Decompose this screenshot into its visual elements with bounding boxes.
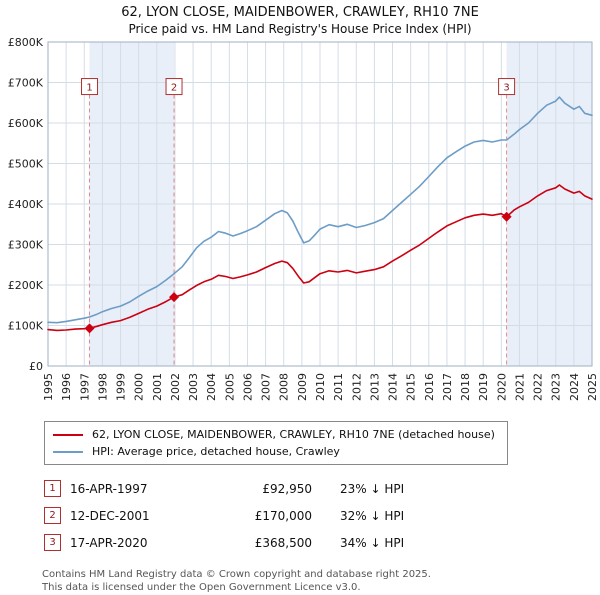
sale-number-badge-3: 3 (44, 534, 61, 551)
sales-table: 1 16-APR-1997 £92,950 23% ↓ HPI 2 12-DEC… (44, 475, 600, 556)
license-line-2: This data is licensed under the Open Gov… (42, 582, 361, 593)
x-tick-label: 2025 (586, 373, 599, 401)
chart-legend: 62, LYON CLOSE, MAIDENBOWER, CRAWLEY, RH… (44, 421, 508, 465)
sale-date-3: 17-APR-2020 (70, 535, 148, 550)
hpi-line-swatch (53, 450, 83, 453)
legend-item-hpi: HPI: Average price, detached house, Craw… (53, 443, 499, 460)
sale-vs-hpi-2: 32% ↓ HPI (340, 508, 405, 523)
sale-date-2: 12-DEC-2001 (70, 508, 150, 523)
legend-label-hpi: HPI: Average price, detached house, Craw… (92, 445, 340, 458)
series-line-hpi (47, 96, 593, 324)
x-tick-label: 2005 (223, 373, 236, 401)
y-tick-label: £0 (29, 360, 43, 373)
sale-price-1: £92,950 (262, 481, 312, 496)
x-tick-label: 2023 (550, 373, 563, 401)
x-tick-label: 2016 (423, 373, 436, 401)
legend-label-property: 62, LYON CLOSE, MAIDENBOWER, CRAWLEY, RH… (92, 428, 495, 441)
sale-number: 3 (503, 83, 509, 94)
series-line-property (47, 184, 593, 332)
x-tick-label: 2014 (387, 373, 400, 401)
x-tick-label: 2020 (495, 373, 508, 401)
x-tick-label: 2000 (133, 373, 146, 401)
sale-number: 2 (171, 83, 177, 94)
chart-subtitle: Price paid vs. HM Land Registry's House … (128, 22, 472, 36)
sale-number-box (498, 78, 516, 96)
sale-marker-diamond (501, 211, 512, 222)
sale-number-box (81, 78, 99, 96)
y-tick-label: £200K (8, 279, 44, 292)
license-note: Contains HM Land Registry data © Crown c… (42, 568, 600, 594)
sale-price-3: £368,500 (254, 535, 312, 550)
y-tick-label: £400K (8, 198, 44, 211)
y-tick-label: £500K (8, 158, 44, 171)
x-tick-label: 2021 (513, 373, 526, 401)
x-tick-label: 2008 (278, 373, 291, 401)
x-tick-label: 1996 (60, 373, 73, 401)
x-tick-label: 2013 (368, 373, 381, 401)
chart-page: 62, LYON CLOSE, MAIDENBOWER, CRAWLEY, RH… (0, 5, 600, 594)
legend-item-property: 62, LYON CLOSE, MAIDENBOWER, CRAWLEY, RH… (53, 426, 499, 443)
y-tick-label: £100K (8, 320, 44, 333)
sale-marker-diamond (84, 323, 95, 334)
x-tick-label: 2019 (477, 373, 490, 401)
x-tick-label: 2012 (350, 373, 363, 401)
x-tick-label: 2018 (459, 373, 472, 401)
y-tick-label: £300K (8, 239, 44, 252)
sale-number: 1 (86, 83, 92, 94)
x-tick-label: 2001 (151, 373, 164, 401)
x-tick-label: 1999 (115, 373, 128, 401)
sale-number-badge-2: 2 (44, 507, 61, 524)
property-line-swatch (53, 433, 83, 436)
y-tick-label: £800K (8, 36, 44, 49)
license-line-1: Contains HM Land Registry data © Crown c… (42, 569, 431, 580)
plot-border (47, 41, 593, 367)
sale-number-box (165, 78, 183, 96)
x-tick-label: 2002 (169, 373, 182, 401)
sale-vs-hpi-1: 23% ↓ HPI (340, 481, 405, 496)
y-tick-label: £700K (8, 77, 44, 90)
x-tick-label: 2022 (532, 373, 545, 401)
x-tick-label: 2015 (405, 373, 418, 401)
x-tick-label: 2024 (568, 373, 581, 401)
sale-marker-diamond (169, 292, 180, 303)
sale-price-2: £170,000 (254, 508, 312, 523)
x-tick-label: 2003 (187, 373, 200, 401)
x-tick-label: 2006 (241, 373, 254, 401)
price-history-chart: £0 £100K £200K £300K £400K £500K £600K £700K £80… (8, 36, 599, 401)
sale-row-2: 2 12-DEC-2001 £170,000 32% ↓ HPI (44, 502, 600, 529)
x-tick-label: 2009 (296, 373, 309, 401)
x-tick-label: 2004 (205, 373, 218, 401)
sale-row-3: 3 17-APR-2020 £368,500 34% ↓ HPI (44, 529, 600, 556)
sale-vs-hpi-3: 34% ↓ HPI (340, 535, 405, 550)
x-tick-label: 2011 (332, 373, 345, 401)
x-tick-label: 2007 (260, 373, 273, 401)
sale-number-badge-1: 1 (44, 480, 61, 497)
chart-title: 62, LYON CLOSE, MAIDENBOWER, CRAWLEY, RH… (121, 5, 479, 20)
sale-row-1: 1 16-APR-1997 £92,950 23% ↓ HPI (44, 475, 600, 502)
x-tick-label: 1998 (96, 373, 109, 401)
x-tick-label: 1995 (42, 373, 55, 401)
x-tick-label: 2017 (441, 373, 454, 401)
x-tick-label: 1997 (78, 373, 91, 401)
sale-date-1: 16-APR-1997 (70, 481, 148, 496)
y-tick-label: £600K (8, 117, 44, 130)
x-tick-label: 2010 (314, 373, 327, 401)
